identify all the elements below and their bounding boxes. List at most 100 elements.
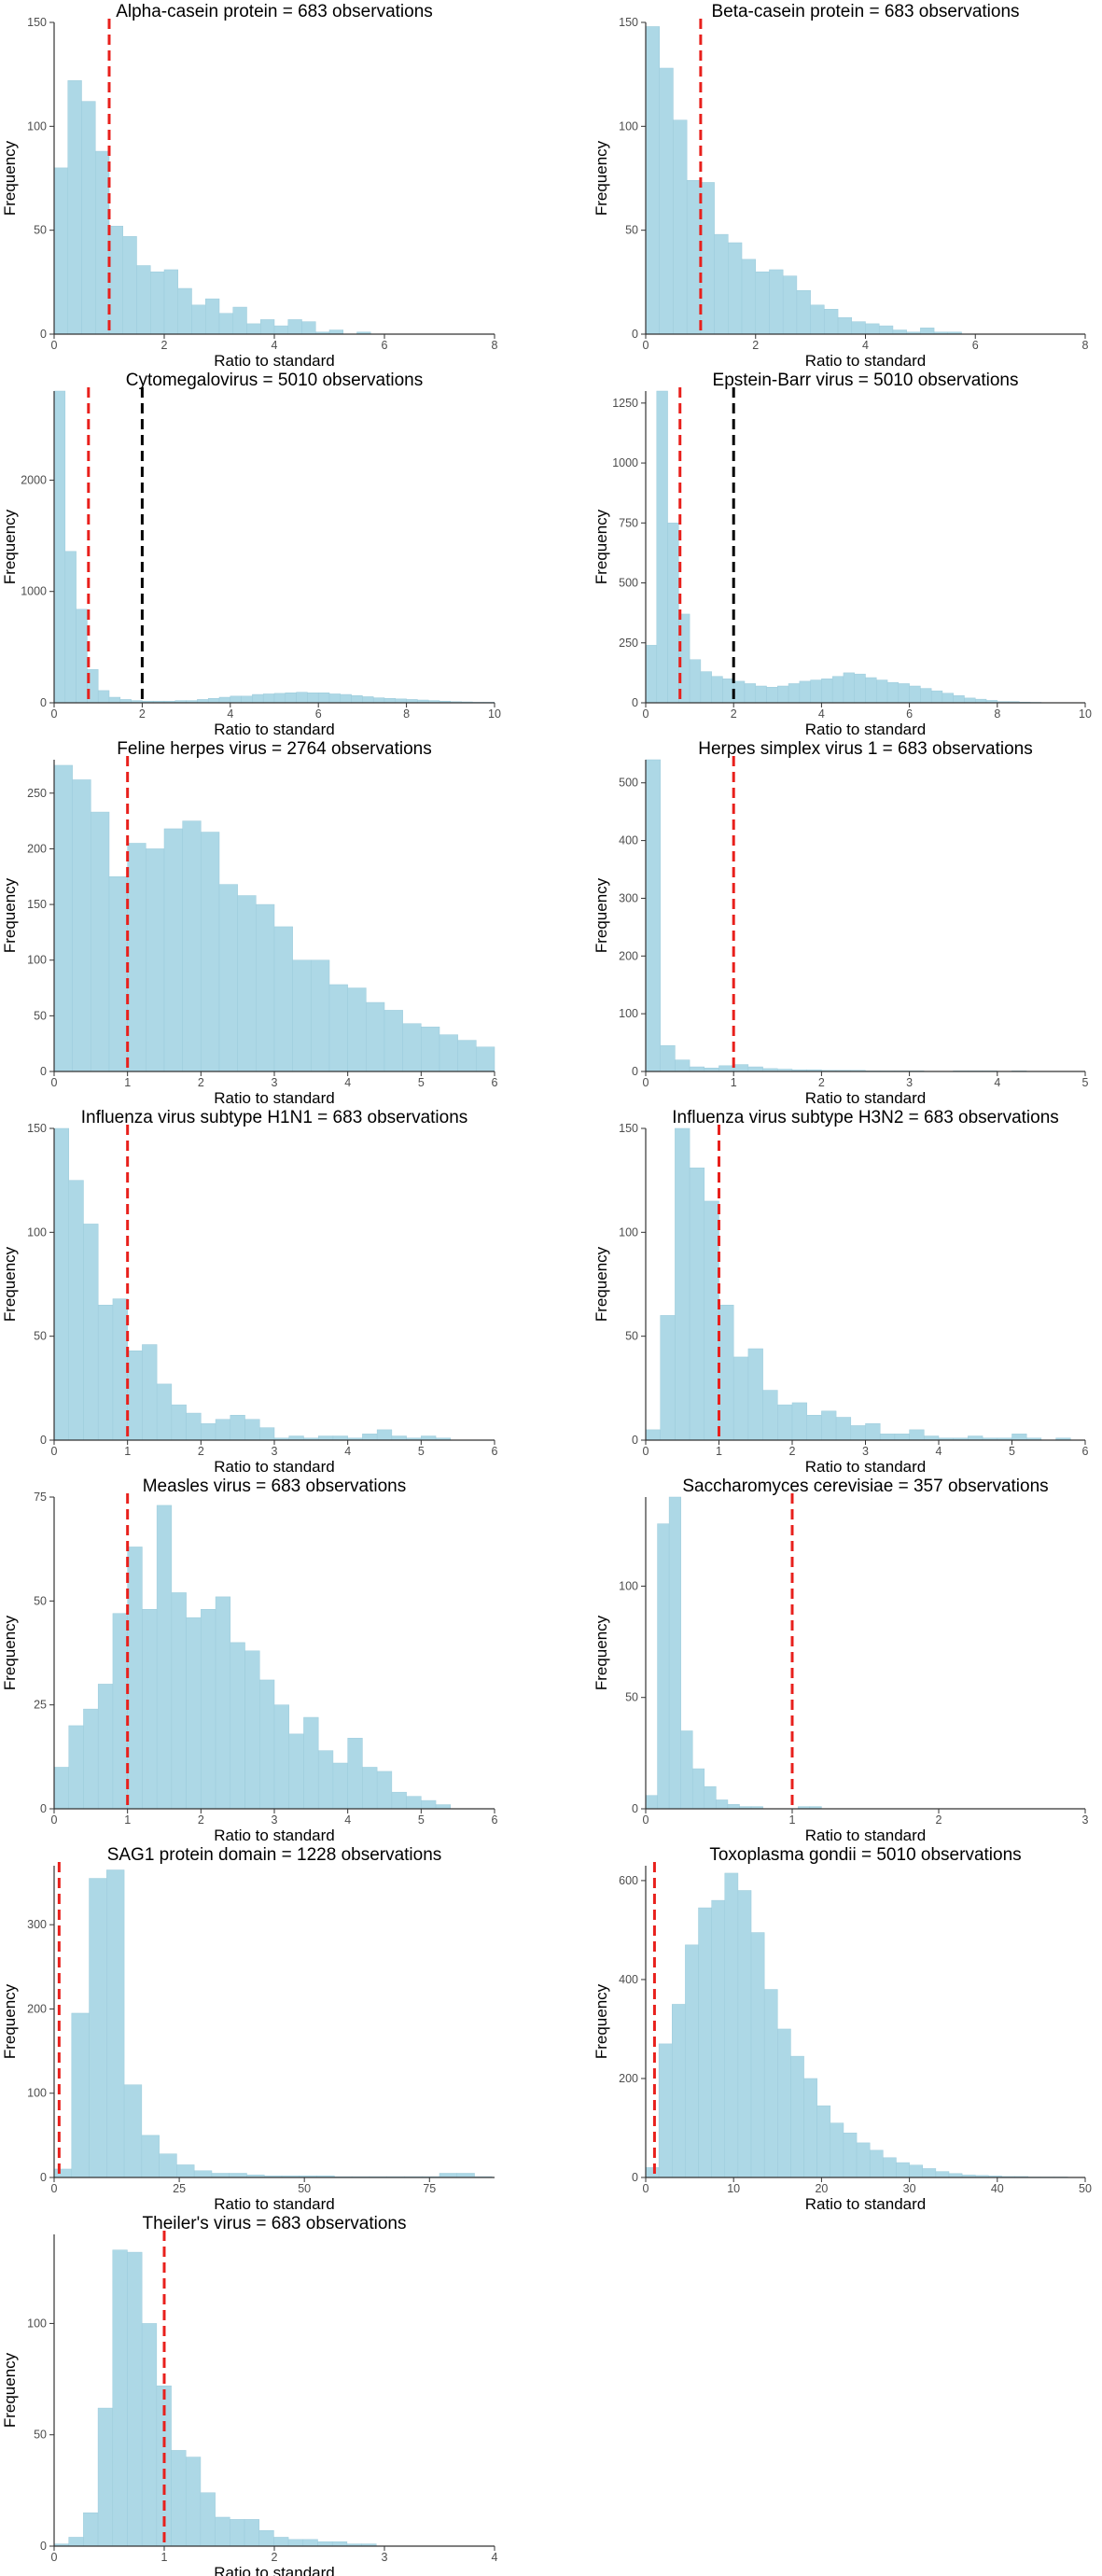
histogram-bar <box>141 2135 160 2178</box>
histogram-bar <box>658 2043 673 2178</box>
x-tick-label: 3 <box>272 1445 278 1458</box>
histogram-bar <box>830 2122 844 2178</box>
x-tick-label: 4 <box>227 707 233 721</box>
histogram-bar <box>810 304 825 335</box>
histogram-bar <box>53 2168 73 2178</box>
histogram-bar <box>930 690 943 704</box>
histogram-bar <box>83 1224 99 1441</box>
histogram-bar <box>879 1434 896 1441</box>
x-tick-label: 5 <box>1009 1445 1015 1458</box>
histogram-bar <box>142 1608 158 1810</box>
y-tick-label: 0 <box>40 1434 47 1447</box>
y-tick-label: 750 <box>619 516 638 529</box>
histogram-bar <box>668 1496 681 1810</box>
y-axis-title: Frequency <box>1 1983 19 2059</box>
y-tick-label: 50 <box>34 1009 47 1022</box>
y-axis-title: Frequency <box>593 509 610 584</box>
x-tick-label: 0 <box>643 2182 649 2195</box>
histogram-bar <box>68 2537 84 2547</box>
chart-title: Cytomegalovirus = 5010 observations <box>126 371 423 390</box>
histogram-bar <box>865 323 880 335</box>
histogram-bar <box>230 695 242 704</box>
x-tick-label: 10 <box>727 2182 740 2195</box>
histogram-bar <box>948 2173 963 2178</box>
x-axis-title: Ratio to standard <box>805 2195 926 2213</box>
x-tick-label: 1 <box>789 1813 796 1827</box>
x-tick-label: 0 <box>51 2182 58 2195</box>
histogram-bar <box>347 1738 363 1810</box>
x-tick-label: 50 <box>298 2182 311 2195</box>
histogram-bar <box>645 759 661 1072</box>
histogram-bar <box>237 895 257 1072</box>
histogram-bar <box>287 2539 304 2547</box>
histogram-bar <box>876 679 888 704</box>
histogram-bar <box>816 2105 831 2178</box>
y-tick-label: 100 <box>27 2317 47 2330</box>
histogram-bar <box>53 764 73 1072</box>
y-tick-label: 300 <box>27 1918 47 1931</box>
x-tick-label: 3 <box>382 2551 388 2564</box>
y-tick-label: 1000 <box>21 585 47 598</box>
histogram-bar <box>660 1315 676 1441</box>
histogram-bar <box>331 2541 348 2547</box>
histogram-bar <box>843 2133 858 2178</box>
histogram-bar <box>273 926 293 1072</box>
y-tick-label: 150 <box>27 16 47 29</box>
histogram-bar <box>108 225 123 335</box>
y-axis-title: Frequency <box>1 1246 19 1322</box>
x-tick-label: 4 <box>344 1445 351 1458</box>
y-tick-label: 200 <box>27 842 47 855</box>
histogram-bar <box>750 1932 765 2178</box>
y-axis-title: Frequency <box>593 1983 610 2059</box>
x-tick-label: 2 <box>936 1813 942 1827</box>
histogram-bar <box>156 1383 173 1441</box>
y-axis-title: Frequency <box>1 2352 19 2428</box>
histogram-bar <box>777 685 789 704</box>
histogram-bar <box>185 2457 202 2547</box>
chart-panel: Alpha-casein protein = 683 observations 0… <box>1 2 498 370</box>
histogram-bar <box>332 1435 348 1441</box>
x-axis-title: Ratio to standard <box>214 1458 334 1476</box>
histogram-bar <box>83 2512 99 2547</box>
x-tick-label: 2 <box>731 707 737 721</box>
chart-title: Epstein-Barr virus = 5010 observations <box>713 371 1019 390</box>
chart-title: Toxoplasma gondii = 5010 observations <box>709 1845 1021 1865</box>
x-tick-label: 1 <box>124 1076 131 1089</box>
histogram-bar <box>259 1427 275 1441</box>
histogram-bar <box>362 1434 378 1441</box>
histogram-bar <box>67 80 82 335</box>
histogram-bar <box>755 685 767 704</box>
histogram-bar <box>71 2012 90 2178</box>
x-axis-title: Ratio to standard <box>214 1827 334 1844</box>
histogram-bar <box>716 1799 729 1810</box>
histogram-bar <box>53 1127 69 1441</box>
histogram-bar <box>372 697 385 704</box>
histogram-bar <box>1011 1434 1027 1441</box>
histogram-bar <box>351 694 363 704</box>
histogram-bar <box>317 693 330 704</box>
y-tick-label: 0 <box>632 696 638 709</box>
x-tick-label: 10 <box>1079 707 1092 721</box>
chart-panel: Influenza virus subtype H1N1 = 683 obser… <box>1 1108 498 1476</box>
x-tick-label: 2 <box>198 1445 204 1458</box>
chart-title: Beta-casein protein = 683 observations <box>711 2 1019 21</box>
y-axis-title: Frequency <box>593 140 610 216</box>
histogram-bar <box>302 2539 318 2547</box>
histogram-bar <box>421 1799 437 1810</box>
histogram-bar <box>657 1523 670 1810</box>
x-tick-label: 1 <box>124 1813 131 1827</box>
histogram-bar <box>287 319 302 335</box>
x-tick-label: 8 <box>994 707 1000 721</box>
x-axis-title: Ratio to standard <box>805 1458 926 1476</box>
x-tick-label: 2 <box>272 2551 278 2564</box>
histogram-bar <box>439 2173 458 2178</box>
x-tick-label: 1 <box>731 1076 737 1089</box>
histogram-bar <box>732 1064 749 1072</box>
histogram-bar <box>340 693 352 704</box>
histogram-bar <box>83 1708 99 1810</box>
histogram-bar <box>171 1592 187 1810</box>
y-tick-label: 500 <box>619 577 638 590</box>
x-tick-label: 8 <box>492 339 498 352</box>
histogram-bar <box>685 1944 699 2178</box>
